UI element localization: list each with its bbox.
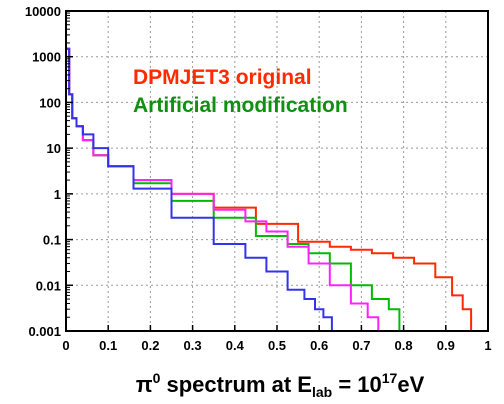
x-title-sub-lab: lab: [312, 384, 332, 400]
legend-entry-artificial-modification: Artificial modification: [133, 94, 348, 117]
x-tick-label: 0.3: [184, 338, 202, 353]
x-title-eq: = 10: [332, 372, 382, 397]
y-tick-label: 1: [54, 187, 61, 202]
y-tick-label: 0.1: [43, 233, 61, 248]
y-tick-label: 100: [39, 95, 61, 110]
x-tick-label: 0.6: [310, 338, 328, 353]
y-tick-label: 0.001: [28, 324, 61, 339]
x-axis: 0 0.1 0.2 0.3 0.4 0.5 0.6 0.7 0.8 0.9 1: [62, 325, 492, 353]
y-axis: 0.001 0.01 0.1 1 10 100 1000 10000: [25, 4, 73, 339]
x-tick-label: 0.8: [395, 338, 413, 353]
x-title-mid: spectrum at E: [160, 372, 312, 397]
x-axis-title: π0 spectrum at Elab = 1017eV: [136, 370, 425, 400]
x-title-unit: eV: [397, 372, 424, 397]
x-tick-label: 0.9: [437, 338, 455, 353]
x-tick-label: 0.4: [226, 338, 245, 353]
grid: [66, 11, 488, 331]
x-title-sup-exp: 17: [382, 370, 398, 386]
y-tick-label: 10000: [25, 4, 61, 19]
series-line-3: [65, 47, 337, 332]
y-tick-label: 0.01: [36, 278, 61, 293]
y-tick-label: 1000: [32, 50, 61, 65]
x-tick-label: 0.2: [141, 338, 159, 353]
x-title-pi: π: [136, 372, 153, 397]
legend-entry-dpmjet3-original: DPMJET3 original: [133, 66, 312, 89]
y-tick-label: 10: [47, 141, 61, 156]
x-title-sup-zero: 0: [153, 370, 161, 386]
series-group: [65, 47, 476, 332]
x-tick-label: 0: [62, 338, 69, 353]
x-tick-label: 0.7: [352, 338, 370, 353]
x-tick-label: 0.5: [268, 338, 286, 353]
x-tick-label: 1: [484, 338, 491, 353]
x-tick-label: 0.1: [99, 338, 117, 353]
